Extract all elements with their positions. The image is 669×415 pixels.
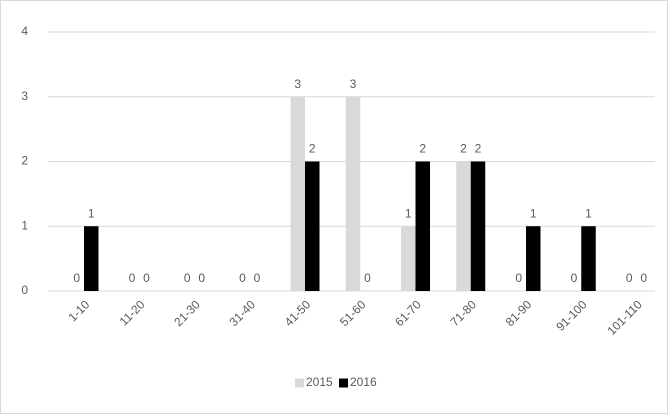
data-label: 1 xyxy=(88,206,95,220)
data-label: 2 xyxy=(475,142,482,156)
y-tick-label: 0 xyxy=(21,283,28,297)
bar xyxy=(470,161,486,291)
data-label: 0 xyxy=(198,271,205,285)
data-label: 0 xyxy=(571,271,578,285)
data-label: 2 xyxy=(419,142,426,156)
bar xyxy=(456,161,471,291)
bar xyxy=(401,226,416,291)
data-label: 3 xyxy=(350,77,357,91)
legend-label: 2016 xyxy=(350,375,377,389)
data-label: 1 xyxy=(405,206,412,220)
y-tick-label: 2 xyxy=(21,154,28,168)
data-label: 0 xyxy=(364,271,371,285)
y-tick-label: 4 xyxy=(21,24,28,38)
data-label: 0 xyxy=(515,271,522,285)
bar xyxy=(290,96,305,291)
y-tick-label: 1 xyxy=(21,218,28,232)
bar xyxy=(415,161,430,291)
legend-swatch xyxy=(339,378,348,388)
data-label: 0 xyxy=(254,271,261,285)
y-tick-label: 3 xyxy=(21,89,28,103)
data-label: 0 xyxy=(129,271,136,285)
data-label: 0 xyxy=(73,271,80,285)
bar xyxy=(305,161,320,291)
data-label: 3 xyxy=(294,77,301,91)
bar xyxy=(526,226,541,291)
legend-swatch xyxy=(295,378,304,388)
data-label: 0 xyxy=(184,271,191,285)
bar xyxy=(84,226,99,291)
data-label: 0 xyxy=(640,271,647,285)
legend-label: 2015 xyxy=(306,375,333,389)
bar xyxy=(581,226,596,291)
bar xyxy=(345,96,361,291)
data-label: 1 xyxy=(585,206,592,220)
data-label: 1 xyxy=(530,206,537,220)
data-label: 2 xyxy=(309,142,316,156)
data-label: 2 xyxy=(460,142,467,156)
data-label: 0 xyxy=(143,271,150,285)
data-label: 0 xyxy=(239,271,246,285)
data-label: 0 xyxy=(626,271,633,285)
